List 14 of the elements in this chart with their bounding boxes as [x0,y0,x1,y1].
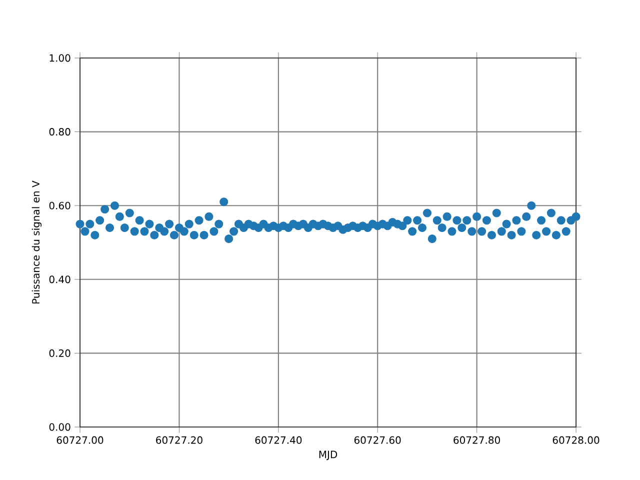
x-tick-label: 60727.80 [454,436,500,444]
y-tick-label: 1.00 [50,54,70,62]
y-tick-label: 0.40 [49,276,70,284]
y-tick-label: 0.80 [49,128,70,136]
x-tick-label: 60727.40 [255,436,302,444]
x-tick-label: 60727.60 [354,436,401,444]
x-tick-label: 60727.00 [56,436,104,444]
y-tick-label: 0.00 [49,423,70,431]
y-tick-label: 0.60 [49,202,70,210]
y-tick-label: 0.20 [49,349,70,357]
x-axis-title: MJD [319,450,338,460]
x-tick-label: 60728.00 [552,436,600,444]
x-tick-label: 60727.20 [156,436,202,444]
y-axis-title: Puissance du signal en V [32,180,42,304]
